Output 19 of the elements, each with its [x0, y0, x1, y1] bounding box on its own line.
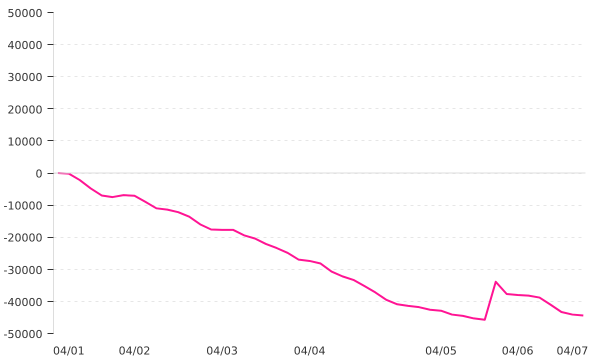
y-tick-label: 50000 [8, 7, 43, 20]
y-tick-label: 0 [36, 168, 42, 180]
x-tick-label: 04/07 [556, 344, 588, 358]
y-tick-label: -20000 [4, 232, 43, 245]
y-tick-label: 10000 [8, 135, 43, 148]
x-tick-label: 04/06 [502, 344, 534, 358]
x-tick-label: 04/01 [52, 344, 85, 358]
y-tick-label: 20000 [8, 103, 43, 116]
x-tick-label: 04/03 [206, 344, 238, 358]
y-tick-label: -10000 [4, 200, 43, 213]
y-tick-label: 40000 [8, 39, 43, 52]
y-tick-label: -30000 [4, 264, 43, 277]
x-tick-label: 04/05 [425, 344, 457, 358]
x-tick-label: 04/04 [294, 344, 326, 358]
y-tick-label: 30000 [8, 71, 43, 84]
y-tick-label: -40000 [4, 296, 43, 309]
x-tick-label: 04/02 [118, 344, 150, 358]
line-series [56, 172, 584, 321]
y-tick-label: -50000 [4, 328, 43, 341]
